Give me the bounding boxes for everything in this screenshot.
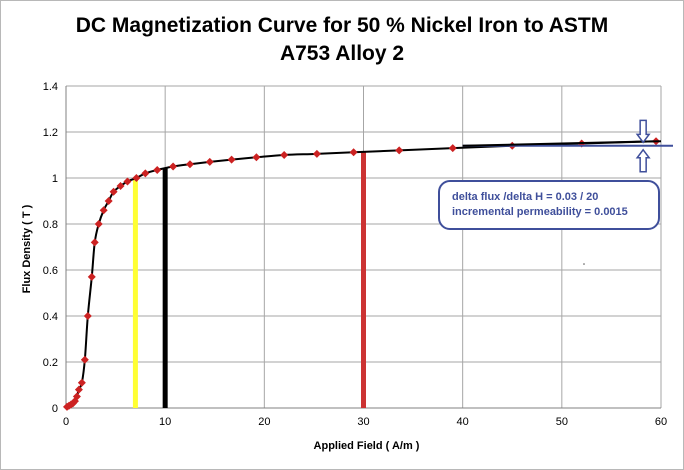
data-point (72, 392, 81, 401)
x-tick-label: 60 (655, 416, 667, 428)
x-tick-label: 10 (159, 416, 171, 428)
tangent-slope-line (462, 140, 662, 147)
data-point (116, 182, 125, 191)
data-point (109, 187, 118, 196)
data-point (87, 272, 96, 281)
up-arrow-icon (635, 148, 651, 173)
y-tick-label: 0.8 (43, 219, 58, 231)
y-tick-label: 0.2 (43, 357, 58, 369)
chart-title-line-1: DC Magnetization Curve for 50 % Nickel I… (75, 14, 609, 37)
x-axis-label: Applied Field ( A/m ) (314, 440, 420, 452)
data-point (90, 238, 99, 247)
vertical-markers (132, 151, 366, 408)
data-point (132, 174, 141, 182)
data-point (99, 206, 108, 215)
x-tick-label: 50 (556, 416, 568, 428)
data-point (252, 153, 261, 162)
data-point (153, 165, 162, 174)
data-point (123, 177, 132, 186)
x-tick-label: 30 (357, 416, 369, 428)
y-tick-label: 1 (52, 173, 58, 185)
x-tick-label: 20 (258, 416, 270, 428)
data-point (185, 160, 194, 169)
data-point (94, 220, 103, 228)
stray-dot (583, 263, 585, 265)
y-tick-label: 1.2 (43, 127, 58, 139)
data-point (227, 155, 236, 164)
data-point (104, 197, 113, 205)
tangent-line-group (462, 119, 673, 265)
x-tick-label: 0 (63, 416, 69, 428)
y-tick-label: 0.4 (43, 311, 58, 323)
data-point (141, 169, 150, 178)
annotation-line-2: incremental permeability = 0.0015 (452, 206, 628, 218)
annotation-line-1: delta flux /delta H = 0.03 / 20 (452, 191, 599, 203)
data-point (74, 385, 83, 394)
chart-title-line-2: A753 Alloy 2 (279, 42, 405, 65)
annotation-box: delta flux /delta H = 0.03 / 20 incremen… (438, 180, 660, 230)
x-tick-label: 40 (457, 416, 469, 428)
data-point (83, 312, 92, 320)
data-point (395, 146, 404, 155)
data-point (312, 149, 321, 158)
data-point (80, 355, 89, 364)
y-axis-label: Flux Density ( T ) (21, 204, 33, 293)
data-point (205, 157, 214, 166)
y-tick-label: 1.4 (43, 81, 58, 93)
down-arrow-icon (635, 119, 651, 144)
y-tick-label: 0.6 (43, 265, 58, 277)
data-point (77, 378, 86, 387)
data-point (280, 151, 289, 159)
y-tick-label: 0 (52, 403, 58, 415)
data-point (169, 162, 178, 171)
data-point (448, 144, 457, 153)
chart-title: DC Magnetization Curve for 50 % Nickel I… (0, 12, 684, 68)
data-point (349, 148, 358, 157)
data-points (62, 137, 661, 411)
